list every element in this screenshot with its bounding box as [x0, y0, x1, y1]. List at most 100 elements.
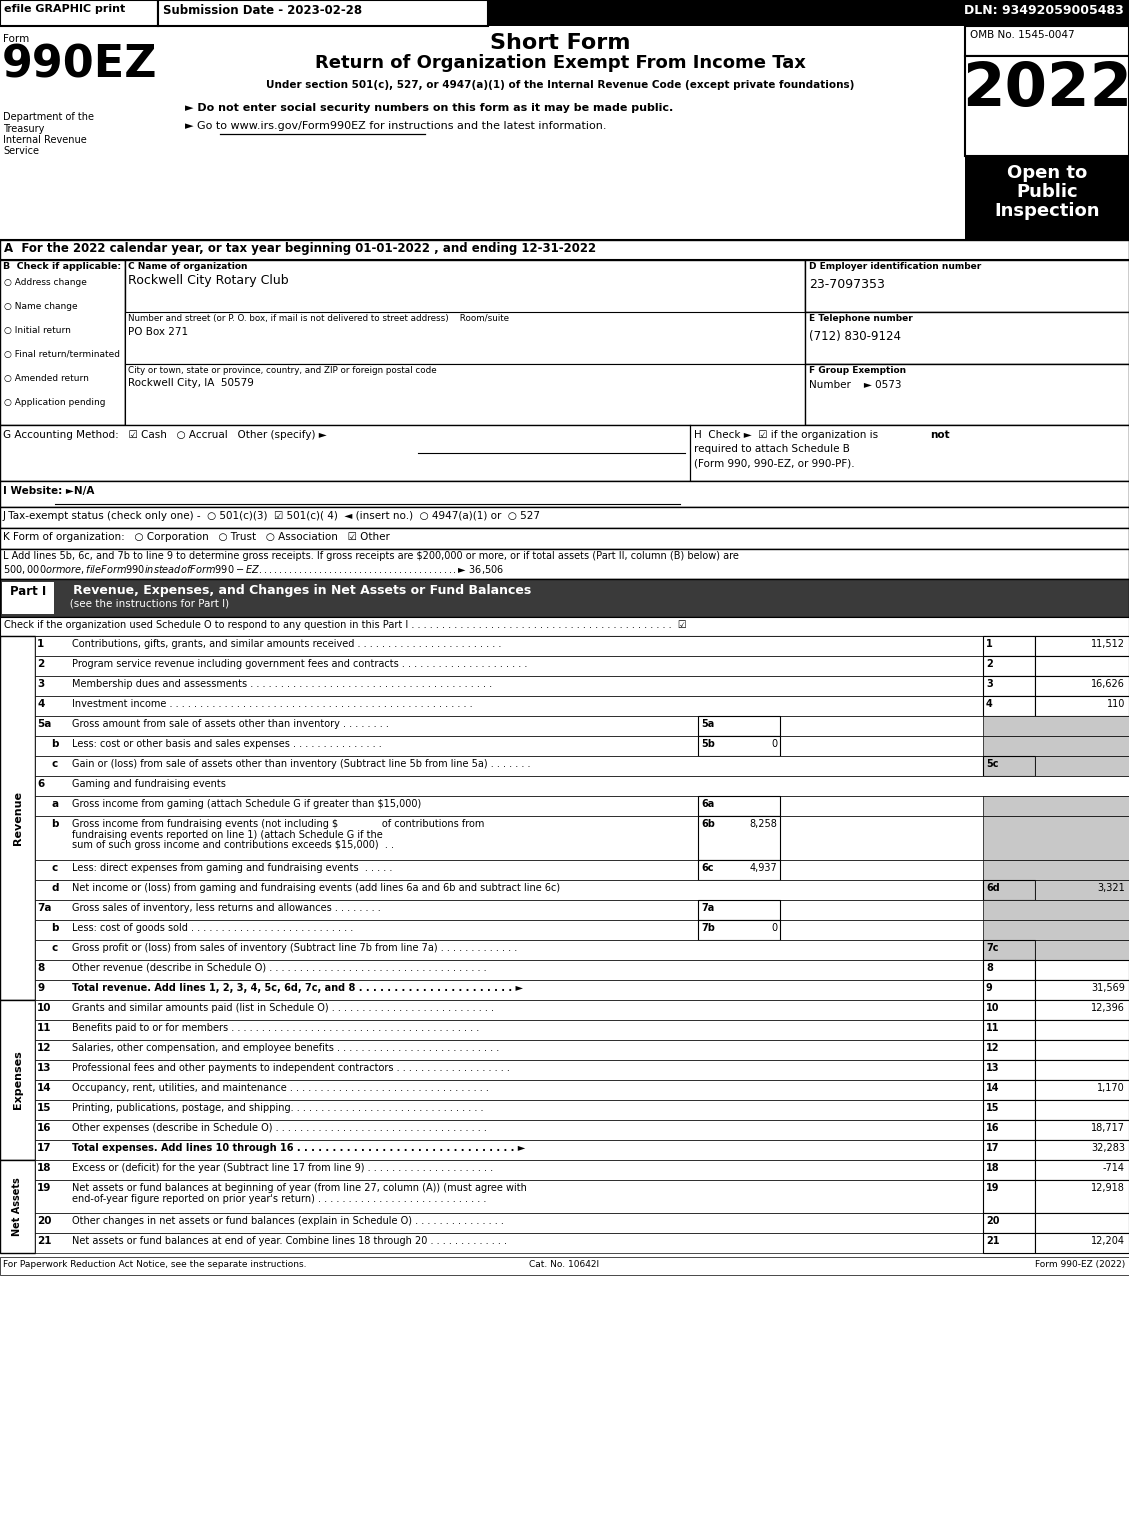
Text: ► Do not enter social security numbers on this form as it may be made public.: ► Do not enter social security numbers o…: [185, 104, 673, 113]
Text: Return of Organization Exempt From Income Tax: Return of Organization Exempt From Incom…: [315, 53, 805, 72]
Bar: [35, 900, 1129, 920]
Text: 12: 12: [986, 1043, 999, 1052]
Bar: [35, 676, 1129, 695]
Bar: [1035, 1119, 1129, 1141]
Bar: [1035, 636, 1129, 656]
Text: not: not: [930, 430, 949, 441]
Bar: [35, 756, 1129, 776]
Text: Inspection: Inspection: [995, 201, 1100, 220]
Text: a: a: [51, 799, 58, 808]
Text: ○ Amended return: ○ Amended return: [5, 374, 89, 383]
Text: 1: 1: [37, 639, 44, 650]
Text: 17: 17: [37, 1144, 52, 1153]
Text: Open to: Open to: [1007, 165, 1087, 181]
Bar: [125, 259, 805, 425]
Bar: [983, 939, 1035, 961]
Text: Total expenses. Add lines 10 through 16 . . . . . . . . . . . . . . . . . . . . : Total expenses. Add lines 10 through 16 …: [72, 1144, 525, 1153]
Text: ○ Final return/terminated: ○ Final return/terminated: [5, 351, 120, 358]
Text: A  For the 2022 calendar year, or tax year beginning 01-01-2022 , and ending 12-: A For the 2022 calendar year, or tax yea…: [5, 242, 596, 255]
Bar: [983, 756, 1035, 776]
Text: G Accounting Method:   ☑ Cash   ○ Accrual   Other (specify) ►: G Accounting Method: ☑ Cash ○ Accrual Ot…: [3, 430, 326, 441]
Bar: [1035, 961, 1129, 981]
Bar: [158, 0, 488, 26]
Text: Short Form: Short Form: [490, 34, 630, 53]
Text: 7a: 7a: [37, 903, 52, 913]
Text: 16: 16: [37, 1122, 52, 1133]
Bar: [1035, 1161, 1129, 1180]
Text: 5a: 5a: [701, 718, 715, 729]
Bar: [35, 1234, 1129, 1254]
Text: Other revenue (describe in Schedule O) . . . . . . . . . . . . . . . . . . . . .: Other revenue (describe in Schedule O) .…: [72, 962, 487, 973]
Text: Gross income from gaming (attach Schedule G if greater than $15,000): Gross income from gaming (attach Schedul…: [72, 799, 421, 808]
Text: 990EZ: 990EZ: [2, 44, 158, 87]
Bar: [35, 1161, 1129, 1180]
Text: 21: 21: [37, 1235, 52, 1246]
Bar: [805, 313, 1129, 364]
Bar: [698, 816, 780, 860]
Text: 8: 8: [986, 962, 992, 973]
Text: (Form 990, 990-EZ, or 990-PF).: (Form 990, 990-EZ, or 990-PF).: [694, 458, 855, 468]
Bar: [35, 695, 1129, 717]
Bar: [0, 0, 158, 26]
Text: ► Go to www.irs.gov/Form990EZ for instructions and the latest information.: ► Go to www.irs.gov/Form990EZ for instru…: [185, 120, 606, 131]
Text: Grants and similar amounts paid (list in Schedule O) . . . . . . . . . . . . . .: Grants and similar amounts paid (list in…: [72, 1003, 495, 1013]
Bar: [2, 583, 54, 615]
Text: Revenue: Revenue: [12, 791, 23, 845]
Text: J Tax-exempt status (check only one) -  ○ 501(c)(3)  ☑ 501(c)( 4)  ◄ (insert no.: J Tax-exempt status (check only one) - ○…: [3, 511, 541, 522]
Bar: [983, 1020, 1035, 1040]
Bar: [965, 56, 1129, 156]
Bar: [35, 1060, 1129, 1080]
Text: 6d: 6d: [986, 883, 1000, 894]
Text: Expenses: Expenses: [12, 1051, 23, 1109]
Text: Cat. No. 10642I: Cat. No. 10642I: [530, 1260, 599, 1269]
Bar: [698, 900, 780, 920]
Bar: [0, 259, 125, 425]
Text: Net assets or fund balances at beginning of year (from line 27, column (A)) (mus: Net assets or fund balances at beginning…: [72, 1183, 527, 1193]
Bar: [965, 156, 1129, 239]
Text: 15: 15: [986, 1103, 999, 1113]
Bar: [35, 1119, 1129, 1141]
Text: 18,717: 18,717: [1091, 1122, 1124, 1133]
Bar: [35, 1080, 1129, 1100]
Text: 2: 2: [37, 659, 44, 669]
Bar: [35, 776, 1129, 796]
Bar: [35, 1020, 1129, 1040]
Text: 8,258: 8,258: [750, 819, 777, 830]
Text: 7a: 7a: [701, 903, 715, 913]
Bar: [125, 364, 805, 425]
Bar: [983, 796, 1129, 816]
Text: 12,918: 12,918: [1091, 1183, 1124, 1193]
Bar: [1035, 1060, 1129, 1080]
Text: Other expenses (describe in Schedule O) . . . . . . . . . . . . . . . . . . . . : Other expenses (describe in Schedule O) …: [72, 1122, 487, 1133]
Text: ○ Name change: ○ Name change: [5, 302, 78, 311]
Text: required to attach Schedule B: required to attach Schedule B: [694, 444, 850, 454]
Text: 7b: 7b: [701, 923, 715, 933]
Bar: [983, 676, 1035, 695]
Text: Rockwell City, IA  50579: Rockwell City, IA 50579: [128, 378, 254, 387]
Text: 11,512: 11,512: [1091, 639, 1124, 650]
Text: 32,283: 32,283: [1091, 1144, 1124, 1153]
Bar: [983, 1212, 1035, 1234]
Text: Service: Service: [3, 146, 40, 156]
Text: Printing, publications, postage, and shipping. . . . . . . . . . . . . . . . . .: Printing, publications, postage, and shi…: [72, 1103, 483, 1113]
Text: OMB No. 1545-0047: OMB No. 1545-0047: [970, 30, 1075, 40]
Text: 18: 18: [986, 1164, 999, 1173]
Text: Form: Form: [3, 34, 29, 44]
Bar: [1035, 656, 1129, 676]
Text: 31,569: 31,569: [1091, 984, 1124, 993]
Text: ○ Application pending: ○ Application pending: [5, 398, 105, 407]
Text: $500,000 or more, file Form 990 instead of Form 990-EZ . . . . . . . . . . . . .: $500,000 or more, file Form 990 instead …: [3, 563, 504, 576]
Bar: [983, 656, 1035, 676]
Text: Gross income from fundraising events (not including $              of contributi: Gross income from fundraising events (no…: [72, 819, 484, 830]
Text: 6c: 6c: [701, 863, 714, 872]
Bar: [0, 480, 1129, 506]
Text: K Form of organization:   ○ Corporation   ○ Trust   ○ Association   ☑ Other: K Form of organization: ○ Corporation ○ …: [3, 532, 390, 541]
Text: Program service revenue including government fees and contracts . . . . . . . . : Program service revenue including govern…: [72, 659, 527, 669]
Bar: [0, 618, 1129, 636]
Bar: [983, 1119, 1035, 1141]
Bar: [983, 1161, 1035, 1180]
Text: 13: 13: [986, 1063, 999, 1074]
Text: DLN: 93492059005483: DLN: 93492059005483: [964, 5, 1124, 17]
Text: Contributions, gifts, grants, and similar amounts received . . . . . . . . . . .: Contributions, gifts, grants, and simila…: [72, 639, 501, 650]
Bar: [0, 1257, 1129, 1275]
